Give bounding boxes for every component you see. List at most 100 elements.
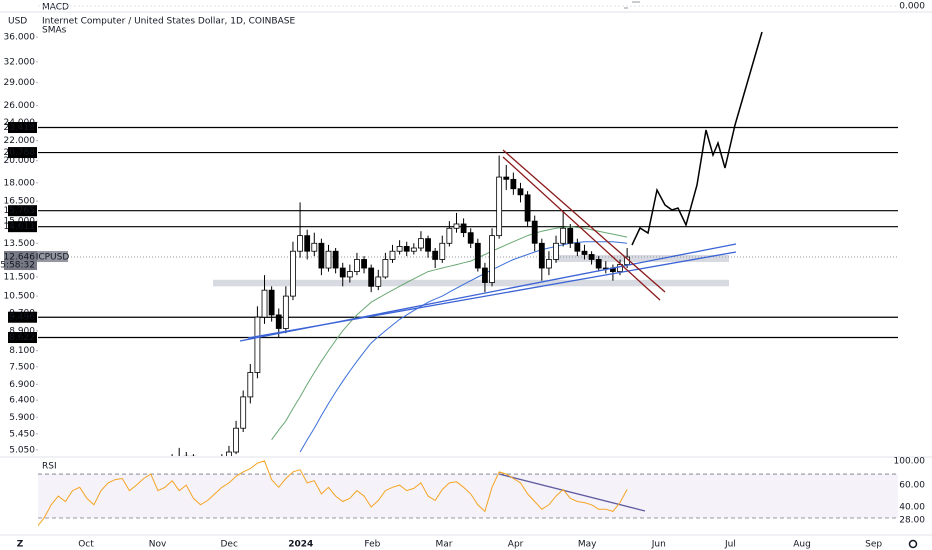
y-tick-label: 10.500	[4, 292, 36, 302]
candle-body	[546, 259, 552, 269]
last-price-label: 12.646	[4, 253, 36, 263]
y-axis-label: USD	[8, 17, 27, 27]
corner-label: Z	[17, 540, 24, 550]
x-tick-label: Jun	[651, 540, 666, 550]
candle-body	[325, 250, 332, 269]
price-layer	[171, 155, 631, 456]
y-tick-label: 32.000	[4, 57, 36, 67]
y-tick-label: 18.000	[4, 178, 36, 188]
candle-body	[268, 289, 275, 316]
y-tick-label: 29.000	[4, 78, 36, 88]
level-label: 23.418	[4, 123, 36, 133]
y-tick-label: 8.900	[9, 326, 35, 336]
x-tick-label: Mar	[436, 540, 453, 550]
candle-body	[553, 242, 559, 260]
candle-body	[254, 316, 261, 373]
candle-body	[282, 295, 289, 329]
symbol-label: ICPUSD	[36, 253, 70, 263]
candle-body	[460, 223, 467, 234]
y-tick-label: 26.000	[4, 101, 36, 111]
candle-body	[368, 267, 375, 287]
candle-body	[304, 235, 311, 252]
candle-body	[290, 250, 296, 297]
candle-body	[410, 247, 417, 252]
candle-body	[375, 276, 382, 287]
level-label: 9.496	[9, 313, 35, 323]
countdown-label: 15:58:32	[0, 261, 35, 271]
settings-icon[interactable]	[908, 539, 918, 549]
level-label-box	[8, 147, 37, 159]
x-tick-label: May	[578, 540, 597, 550]
x-tick-label: Dec	[220, 540, 237, 550]
candle-body	[226, 451, 232, 456]
candle-body	[453, 223, 460, 229]
candle-body	[617, 264, 623, 272]
candle-body	[297, 235, 303, 252]
candle-body	[503, 176, 510, 180]
candle-body	[581, 250, 588, 255]
candle-body	[446, 227, 453, 244]
candle-body	[354, 259, 360, 272]
candle-body	[467, 232, 474, 244]
rsi-tick-label: 40.00	[899, 503, 925, 513]
y-tick-label: 11.500	[4, 272, 36, 282]
candle-body	[311, 242, 318, 252]
rsi-title: RSI	[42, 462, 57, 472]
rsi-top-label: 100.00	[894, 457, 926, 467]
candle-body	[240, 396, 247, 429]
x-tick-label: Apr	[508, 540, 524, 550]
rsi-layer	[38, 460, 898, 527]
y-tick-label: 7.500	[9, 362, 35, 372]
candle-body	[524, 194, 531, 222]
candle-body	[517, 188, 524, 196]
support-zone	[213, 279, 729, 287]
candle-body	[425, 238, 431, 252]
candle-body	[489, 235, 495, 283]
macd-tick-label: 0.000	[899, 2, 925, 12]
x-tick-label: Nov	[149, 540, 167, 550]
candle-body	[482, 267, 488, 283]
y-tick-label: 5.450	[9, 429, 35, 439]
candle-body	[418, 238, 424, 249]
candle-body	[361, 259, 367, 269]
rsi-band-fill	[38, 474, 898, 519]
candle-body	[247, 372, 254, 398]
candle-body	[275, 314, 282, 329]
x-tick-label: 2024	[288, 540, 313, 550]
candle-body	[574, 242, 581, 252]
candle-body	[439, 242, 446, 260]
x-tick-label: Oct	[78, 540, 94, 550]
drawings	[239, 1, 763, 512]
level-label: 8.622	[9, 333, 35, 343]
candle-body	[538, 242, 545, 269]
level-label-box	[8, 221, 37, 233]
level-label: 20.788	[4, 148, 36, 158]
candle-body	[474, 242, 481, 269]
y-tick-label: 22.000	[4, 136, 36, 146]
sma-line	[271, 226, 628, 441]
y-tick-label: 20.000	[4, 156, 36, 166]
y-tick-label: 13.500	[4, 239, 36, 249]
trendline	[247, 251, 737, 339]
rsi-tick-label: 60.00	[899, 481, 925, 491]
candle-body	[567, 227, 574, 244]
support-zone	[555, 254, 729, 262]
rsi-line	[38, 460, 628, 527]
y-tick-label: 5.050	[9, 445, 35, 455]
trendline	[502, 149, 666, 293]
candle-body	[382, 259, 389, 278]
candle-body	[339, 267, 346, 278]
x-tick-label: Aug	[793, 540, 811, 550]
y-tick-label: 6.900	[9, 380, 35, 390]
projection-path	[631, 31, 763, 246]
macd-stub	[624, 1, 640, 9]
candle-body	[560, 227, 567, 244]
candle-body	[332, 250, 339, 269]
candle-body	[531, 220, 538, 244]
rsi-trendline	[498, 473, 646, 512]
trendline	[502, 156, 661, 301]
level-label: 14.611	[4, 222, 36, 232]
